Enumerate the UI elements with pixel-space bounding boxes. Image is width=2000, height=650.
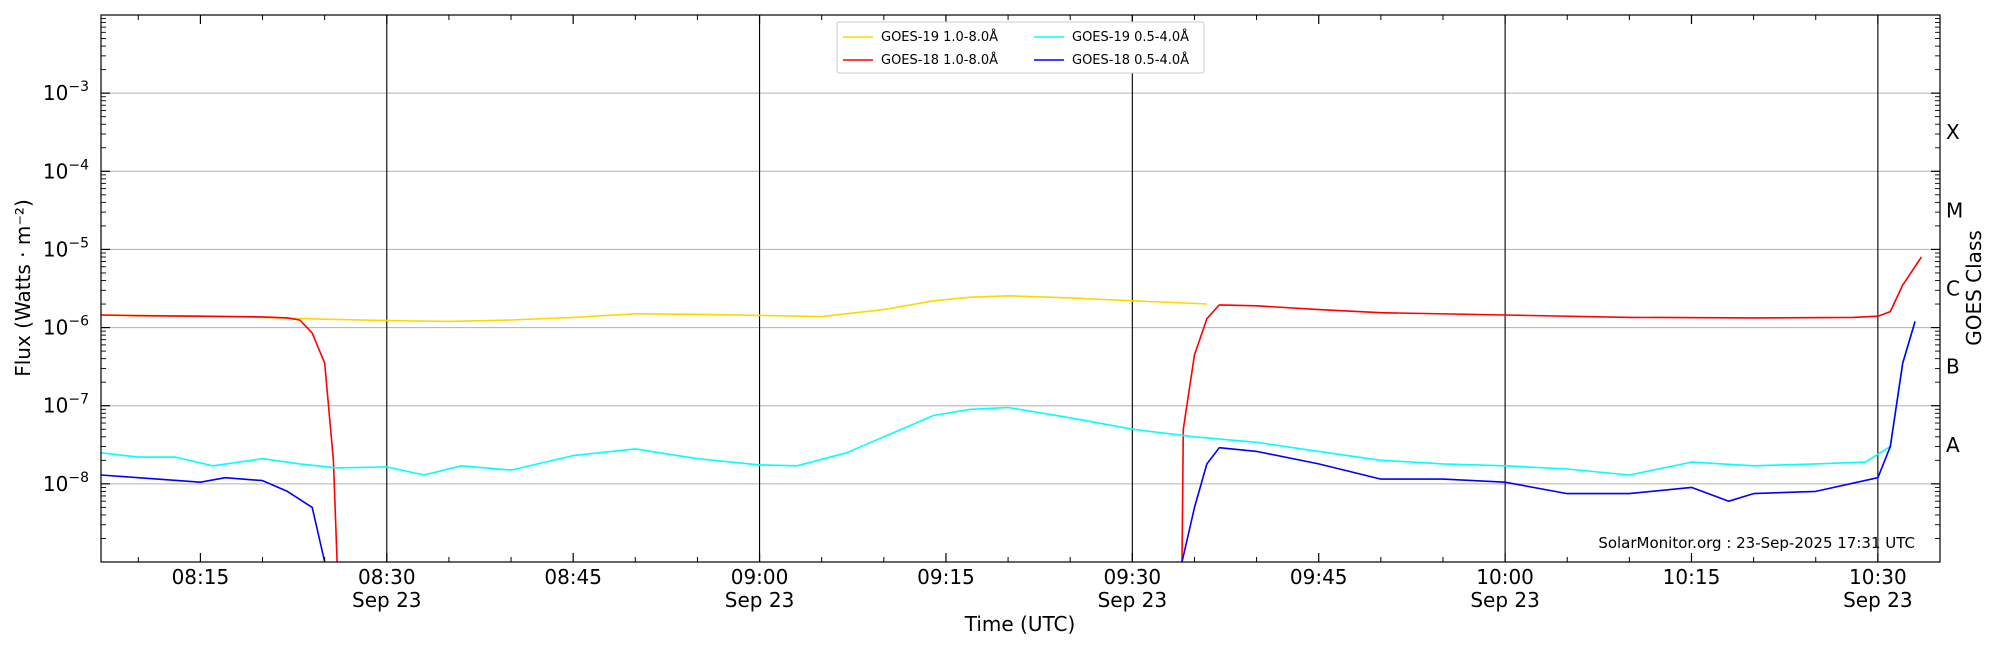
legend-label-goes19-long: GOES-19 1.0-8.0Å	[881, 29, 998, 45]
legend-label-goes18-short: GOES-18 0.5-4.0Å	[1072, 52, 1189, 68]
goes-class-label: A	[1946, 433, 1960, 457]
series-layer	[100, 256, 1923, 563]
x-tick-label: 08:30	[358, 565, 416, 589]
series-line	[100, 294, 1207, 323]
y-axis-title: Flux (Watts · m⁻²)	[11, 199, 35, 377]
y-axis: 10−8 10−7 10−6 10−5 10−4 10−3	[43, 18, 1940, 539]
goes-class-axis-title: GOES Class	[1962, 230, 1986, 346]
x-tick-label: 10:30	[1849, 565, 1907, 589]
x-tick-label: 09:30	[1104, 565, 1162, 589]
legend-label-goes18-long: GOES-18 1.0-8.0Å	[881, 52, 998, 68]
series-line	[100, 321, 1916, 476]
x-tick-label: 10:15	[1663, 565, 1721, 589]
legend-box	[836, 21, 1205, 74]
series-line	[100, 314, 338, 563]
y-tick-label: 10−4	[43, 157, 89, 183]
y-tick-label: 10−6	[43, 314, 89, 340]
grid-layer	[101, 92, 1940, 485]
goes-class-label: M	[1946, 198, 1963, 222]
vertical-line-layer	[386, 15, 1879, 562]
goes-class-label: B	[1946, 355, 1960, 379]
x-tick-label: 08:45	[544, 565, 602, 589]
x-tick-date-label: Sep 23	[1098, 588, 1168, 612]
x-tick-label: 09:00	[731, 565, 789, 589]
x-tick-date-label: Sep 23	[352, 588, 422, 612]
credit-annotation: SolarMonitor.org : 23-Sep-2025 17:31 UTC	[1598, 534, 1915, 552]
x-tick-date-label: Sep 23	[725, 588, 795, 612]
series-line	[100, 474, 326, 563]
goes-class-label: C	[1946, 277, 1960, 301]
plot-frame	[100, 14, 1941, 563]
x-tick-label: 09:15	[917, 565, 975, 589]
x-tick-date-label: Sep 23	[1843, 588, 1913, 612]
y-tick-label: 10−3	[43, 79, 89, 105]
series-line	[1181, 256, 1923, 563]
x-tick-label: 09:45	[1290, 565, 1348, 589]
y-tick-label: 10−7	[43, 392, 89, 418]
x-tick-label: 10:00	[1476, 565, 1534, 589]
legend-label-goes19-short: GOES-19 0.5-4.0Å	[1072, 29, 1189, 45]
goes-class-axis: A B C M X	[1946, 120, 1963, 457]
legend: GOES-19 1.0-8.0Å GOES-18 1.0-8.0Å GOES-1…	[836, 21, 1205, 74]
goes-class-label: X	[1946, 120, 1960, 144]
y-tick-label: 10−5	[43, 235, 89, 261]
x-tick-date-label: Sep 23	[1470, 588, 1540, 612]
y-tick-label: 10−8	[43, 470, 89, 496]
x-tick-label: 08:15	[172, 565, 230, 589]
x-axis-title: Time (UTC)	[964, 612, 1076, 636]
series-line	[1181, 321, 1916, 563]
